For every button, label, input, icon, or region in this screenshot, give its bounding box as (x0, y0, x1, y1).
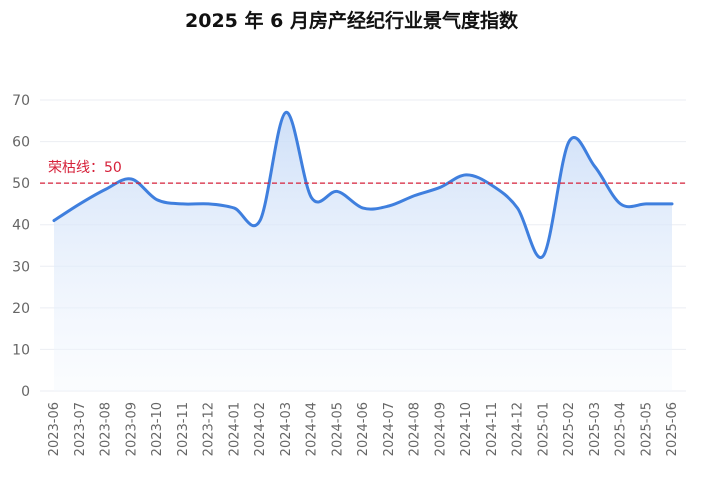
y-tick-label: 40 (12, 218, 30, 234)
data-point-2024-09 (437, 184, 443, 190)
threshold-label: 荣枯线：50 (48, 160, 122, 176)
x-tick-label: 2025-04 (614, 402, 629, 456)
x-tick-label: 2025-06 (665, 402, 680, 456)
data-point-2024-08 (412, 193, 418, 199)
x-tick-label: 2025-01 (536, 402, 551, 456)
x-tick-label: 2024-10 (459, 402, 474, 456)
x-tick-label: 2024-05 (330, 402, 345, 456)
data-point-2025-04 (618, 201, 624, 207)
x-tick-label: 2024-09 (433, 402, 448, 456)
x-tick-label: 2024-01 (227, 402, 242, 456)
data-point-2024-03 (283, 109, 289, 115)
y-tick-label: 30 (12, 259, 30, 275)
x-tick-label: 2023-09 (124, 402, 139, 456)
x-axis-ticks: 2023-06 2023-07 2023-08 2023-09 2023-10 2023-… (47, 402, 680, 456)
y-tick-label: 60 (12, 135, 30, 151)
x-tick-label: 2023-07 (73, 402, 88, 456)
y-tick-label: 20 (12, 301, 30, 317)
data-point-2023-07 (77, 201, 83, 207)
data-point-2024-04 (309, 195, 315, 201)
y-tick-label: 50 (12, 176, 30, 192)
x-tick-label: 2025-03 (588, 402, 603, 456)
x-tick-label: 2024-06 (356, 402, 371, 456)
data-point-2025-03 (592, 164, 598, 170)
x-tick-label: 2024-11 (485, 402, 500, 456)
x-tick-label: 2024-12 (511, 402, 526, 456)
x-tick-label: 2024-04 (305, 402, 320, 456)
data-point-2023-12 (206, 201, 212, 207)
y-tick-label: 0 (21, 384, 30, 400)
x-tick-label: 2024-07 (382, 402, 397, 456)
x-tick-label: 2025-05 (639, 402, 654, 456)
series-line (52, 110, 674, 260)
x-tick-label: 2025-02 (562, 402, 577, 456)
x-tick-label: 2023-08 (99, 402, 114, 456)
x-tick-label: 2024-08 (408, 402, 423, 456)
x-tick-label: 2023-06 (47, 402, 62, 456)
data-point-2024-07 (386, 203, 392, 209)
data-point-2025-05 (643, 201, 649, 207)
data-point-2024-11 (489, 182, 495, 188)
data-point-2024-06 (360, 205, 366, 211)
x-tick-label: 2024-03 (279, 402, 294, 456)
data-point-2024-10 (463, 172, 469, 178)
data-point-2024-12 (515, 205, 521, 211)
y-tick-label: 70 (12, 93, 30, 109)
x-tick-label: 2023-11 (176, 402, 191, 456)
data-point-2023-06 (51, 218, 57, 224)
data-point-2025-01 (540, 253, 546, 259)
chart-title: 2025 年 6 月房产经纪行业景气度指数 (185, 10, 518, 32)
data-point-2024-02 (257, 218, 263, 224)
data-point-2023-11 (180, 201, 186, 207)
y-tick-label: 10 (12, 342, 30, 358)
data-point-2023-09 (128, 176, 134, 182)
x-tick-label: 2023-12 (202, 402, 217, 456)
series-area (54, 112, 672, 391)
data-point-2025-06 (669, 201, 675, 207)
y-axis-ticks: 0 10 20 30 40 50 60 70 (12, 93, 30, 400)
x-tick-label: 2023-10 (150, 402, 165, 456)
data-point-2023-08 (103, 186, 109, 192)
data-point-2024-05 (334, 188, 340, 194)
data-point-2025-02 (566, 139, 572, 145)
data-point-2023-10 (154, 197, 160, 203)
data-point-2024-01 (231, 205, 237, 211)
x-tick-label: 2024-02 (253, 402, 268, 456)
